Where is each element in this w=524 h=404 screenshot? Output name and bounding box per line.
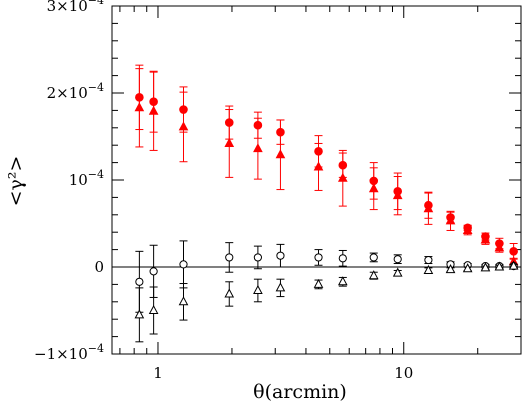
- data-point: [368, 270, 379, 280]
- data-point: [392, 267, 403, 277]
- data-point: [134, 309, 145, 319]
- x-axis-title: θ(arcmin): [253, 381, 347, 403]
- y-axis-title: <γ²>: [5, 156, 27, 207]
- data-point: [462, 224, 473, 234]
- data-point: [313, 161, 324, 171]
- data-point: [253, 253, 262, 262]
- data-point: [253, 143, 263, 153]
- data-point: [135, 277, 144, 286]
- data-point: [423, 264, 434, 274]
- plot-marks: [134, 64, 519, 343]
- data-point: [494, 261, 505, 271]
- data-point: [392, 190, 403, 200]
- axis-labels: θ(arcmin) <γ²> 1 10 3×10−4 2×10−4 10−4 0 −1×10…: [5, 0, 413, 403]
- y-tick-label: −1×10−4: [34, 342, 104, 363]
- data-point: [338, 254, 347, 263]
- data-point: [424, 255, 433, 265]
- data-point: [178, 121, 189, 131]
- data-point: [494, 242, 505, 252]
- series-open-circle: [135, 240, 518, 313]
- data-point: [253, 284, 263, 294]
- y-tick-label: 2×10−4: [47, 81, 104, 102]
- data-point: [369, 253, 378, 262]
- data-point: [225, 253, 234, 262]
- data-point: [480, 262, 491, 272]
- data-point: [148, 105, 159, 115]
- data-point: [179, 260, 188, 269]
- data-point: [508, 260, 519, 270]
- data-point: [178, 296, 189, 306]
- data-point: [337, 276, 348, 286]
- data-point: [275, 282, 286, 292]
- y-tick-label: 3×10−4: [47, 0, 104, 15]
- data-point: [509, 247, 518, 256]
- axes: [111, 5, 522, 355]
- series-filled-circle: [135, 64, 518, 260]
- data-point: [275, 149, 286, 159]
- data-point: [368, 183, 379, 193]
- data-point: [134, 102, 145, 112]
- series-filled-triangle: [134, 68, 519, 266]
- data-point: [445, 264, 456, 274]
- data-point: [462, 263, 473, 273]
- data-point: [480, 234, 491, 244]
- data-point: [276, 251, 285, 260]
- data-point: [314, 253, 323, 262]
- data-point: [149, 267, 158, 276]
- data-point: [423, 203, 434, 213]
- data-point: [224, 288, 235, 298]
- series-open-triangle: [134, 260, 519, 343]
- data-point: [313, 278, 324, 288]
- data-point: [224, 137, 235, 147]
- plot-frame: [111, 5, 522, 355]
- y-tick-label: 0: [94, 258, 104, 276]
- data-point: [337, 172, 348, 182]
- data-point: [148, 304, 159, 314]
- data-point: [445, 215, 456, 225]
- x-tick-label: 10: [394, 364, 413, 382]
- x-tick-label: 1: [153, 364, 163, 382]
- data-point: [393, 255, 402, 264]
- y-tick-label: 10−4: [69, 168, 104, 189]
